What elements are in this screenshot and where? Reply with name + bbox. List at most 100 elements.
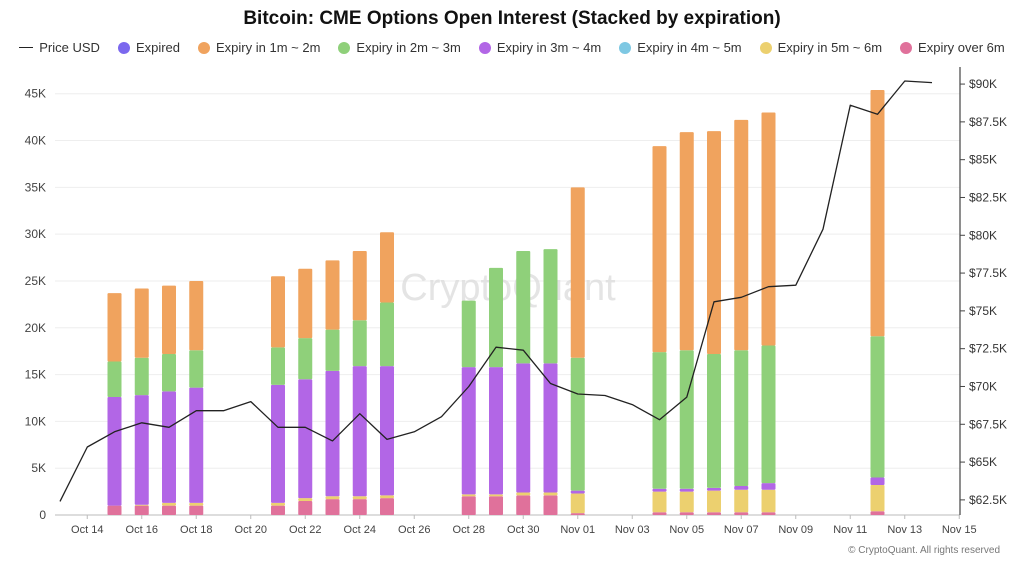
right-axis-tick-label: $65K: [969, 455, 997, 469]
legend-item[interactable]: Expired: [117, 40, 180, 55]
x-axis-tick-label: Nov 15: [942, 524, 977, 536]
bar-segment-m5_6: [298, 498, 313, 501]
x-axis-tick-label: Nov 03: [615, 524, 650, 536]
bar-segment-m5_6: [271, 502, 285, 506]
right-axis-tick-label: $87.5K: [969, 115, 1007, 129]
legend-item[interactable]: Expiry in 3m ~ 4m: [478, 40, 601, 55]
bar-segment-m1_2: [134, 288, 149, 358]
left-axis-tick-label: 15K: [25, 368, 46, 382]
bar-segment-m1_2: [162, 285, 176, 354]
bar-segment-m2_3: [570, 357, 585, 491]
bar-segment-m2_3: [761, 345, 776, 484]
price-usd-line: [59, 80, 933, 502]
bar-segment-m5_6: [652, 491, 667, 513]
bar-segment-m3_4: [761, 483, 776, 490]
bar-segment-m3_4: [298, 379, 313, 499]
bar-segment-m1_2: [352, 251, 367, 321]
bar-segment-m2_3: [298, 338, 313, 380]
x-axis-tick-label: Nov 07: [724, 524, 759, 536]
bar-segment-over6m: [189, 505, 204, 515]
bar-segment-m5_6: [380, 495, 394, 499]
bar-segment-m5_6: [325, 496, 340, 500]
bar-segment-over6m: [870, 511, 885, 515]
x-axis-tick-label: Nov 01: [560, 524, 595, 536]
bar-segment-m3_4: [107, 397, 122, 506]
bar-segment-m2_3: [271, 347, 285, 385]
bar-segment-over6m: [761, 512, 776, 515]
legend-item[interactable]: Expiry in 5m ~ 6m: [759, 40, 882, 55]
bar-segment-over6m: [162, 505, 176, 515]
legend-swatch: [619, 41, 632, 54]
bar-segment-m5_6: [761, 489, 776, 513]
x-axis-tick-label: Oct 20: [235, 524, 267, 536]
legend-label: Price USD: [39, 40, 100, 55]
bar-segment-m1_2: [761, 112, 776, 346]
legend-item[interactable]: Price USD: [19, 40, 100, 55]
bar-segment-m3_4: [352, 366, 367, 497]
x-axis-tick-label: Oct 16: [126, 524, 158, 536]
bar-segment-over6m: [352, 499, 367, 515]
bar-segment-m1_2: [271, 276, 285, 348]
bar-segment-over6m: [461, 496, 476, 515]
bar-segment-m3_4: [516, 363, 531, 493]
bar-segment-m1_2: [707, 131, 721, 354]
bar-segment-over6m: [734, 512, 749, 515]
legend-item[interactable]: Expiry in 4m ~ 5m: [619, 40, 742, 55]
bar-segment-m3_4: [543, 363, 558, 493]
bar-segment-m2_3: [707, 353, 721, 488]
x-axis-tick-label: Oct 26: [398, 524, 430, 536]
bar-segment-m2_3: [543, 249, 558, 364]
bar-segment-over6m: [271, 505, 285, 515]
right-axis-tick-label: $82.5K: [969, 190, 1007, 204]
left-axis-tick-label: 45K: [25, 87, 46, 101]
legend-label: Expiry in 4m ~ 5m: [637, 40, 742, 55]
bar-segment-m5_6: [189, 502, 204, 506]
right-axis-tick-label: $72.5K: [969, 342, 1007, 356]
legend-item[interactable]: Expiry over 6m: [900, 40, 1005, 55]
x-axis-tick-label: Nov 05: [669, 524, 704, 536]
x-axis-tick-label: Oct 24: [344, 524, 376, 536]
bar-segment-m1_2: [734, 119, 749, 351]
bar-segment-m5_6: [734, 489, 749, 513]
bar-segment-over6m: [707, 512, 721, 515]
bar-segment-m2_3: [870, 336, 885, 478]
bar-segment-m3_4: [870, 477, 885, 486]
bar-segment-m1_2: [380, 232, 394, 303]
x-axis-tick-label: Oct 28: [453, 524, 485, 536]
bar-segment-m3_4: [734, 485, 749, 490]
bar-segment-m1_2: [652, 146, 667, 353]
x-axis-tick-label: Oct 18: [180, 524, 212, 536]
legend-item[interactable]: Expiry in 1m ~ 2m: [198, 40, 320, 55]
bar-segment-over6m: [380, 498, 394, 515]
left-axis-tick-label: 0: [39, 508, 46, 522]
bar-segment-m3_4: [162, 391, 176, 503]
x-axis-tick-label: Nov 13: [887, 524, 922, 536]
legend-swatch: [900, 41, 913, 54]
bar-segment-m3_4: [707, 487, 721, 491]
legend-swatch: [198, 41, 211, 54]
right-axis-tick-label: $90K: [969, 77, 997, 91]
bar-segment-m3_4: [380, 366, 394, 496]
bar-segment-m5_6: [162, 502, 176, 506]
legend-swatch: [759, 41, 772, 54]
bar-segment-over6m: [570, 513, 585, 515]
bar-segment-over6m: [679, 512, 694, 515]
bar-segment-m5_6: [707, 490, 721, 513]
bar-segment-m5_6: [489, 494, 503, 497]
bar-segment-m1_2: [189, 280, 204, 351]
legend: Price USD Expired Expiry in 1m ~ 2m Expiry …: [0, 40, 1024, 55]
right-axis-tick-label: $85K: [969, 153, 997, 167]
legend-item[interactable]: Expiry in 2m ~ 3m: [338, 40, 461, 55]
bar-segment-m5_6: [134, 504, 149, 506]
right-axis-tick-label: $75K: [969, 304, 997, 318]
bar-segment-over6m: [107, 505, 122, 515]
bar-segment-m2_3: [107, 361, 122, 398]
bar-segment-m3_4: [325, 370, 340, 497]
legend-swatch: [338, 41, 351, 54]
bar-segment-m3_4: [570, 490, 585, 494]
bar-segment-over6m: [543, 495, 558, 515]
bar-segment-m2_3: [380, 302, 394, 367]
bar-segment-m1_2: [298, 268, 313, 339]
bar-segment-m5_6: [870, 485, 885, 512]
